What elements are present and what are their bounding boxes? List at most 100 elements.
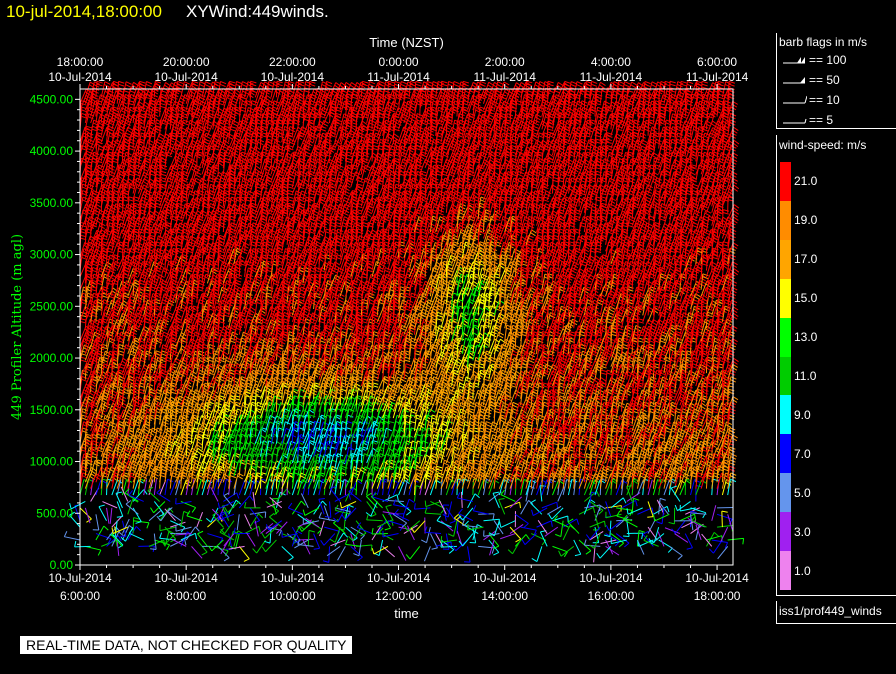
wind-barb-flag xyxy=(117,516,123,517)
wind-barb-flag xyxy=(150,508,153,513)
wind-barb-flag xyxy=(168,444,173,447)
wind-barb-flag xyxy=(153,91,158,94)
wind-barb xyxy=(165,509,176,521)
wind-barb-flag xyxy=(87,136,93,138)
wind-barb-flag xyxy=(136,526,140,530)
wind-barb-flag xyxy=(195,226,200,229)
wind-barb-flag xyxy=(130,142,136,144)
wind-barb-flag xyxy=(82,431,88,433)
wind-barb-flag xyxy=(209,347,215,349)
wind-barb xyxy=(117,501,123,516)
wind-barb xyxy=(176,501,192,504)
wind-barb-flag xyxy=(189,367,194,369)
wind-barb-flag xyxy=(142,431,147,434)
wind-barb-flag xyxy=(169,139,174,142)
wind-barb-flag xyxy=(125,85,130,88)
wind-barb-flag xyxy=(210,197,216,199)
wind-barb xyxy=(181,480,186,495)
wind-barb-flag xyxy=(160,174,166,176)
wind-barb-flag xyxy=(135,251,141,253)
wind-barb-flag xyxy=(119,155,125,157)
wind-barb-flag xyxy=(184,226,189,229)
wind-barb-flag xyxy=(177,248,183,250)
wind-barb-flag xyxy=(220,225,226,227)
wind-barb-flag xyxy=(201,213,206,216)
wind-barb-flag xyxy=(219,399,225,401)
wind-barb-flag xyxy=(146,373,152,375)
wind-barb-flag xyxy=(237,493,239,499)
wind-barb-flag xyxy=(147,523,149,529)
wind-barb xyxy=(181,511,184,527)
wind-barb-flag xyxy=(205,84,210,87)
wind-barb-flag xyxy=(110,210,115,213)
wind-barb-flag xyxy=(119,81,125,83)
wind-barb-flag xyxy=(127,130,132,133)
wind-barb-flag xyxy=(109,213,114,216)
wind-barb-flag xyxy=(217,367,222,370)
wind-barb xyxy=(198,534,208,547)
wind-barb-flag xyxy=(100,444,105,447)
wind-barb-flag xyxy=(167,545,170,550)
wind-barb-flag xyxy=(153,476,158,479)
wind-barb-flag xyxy=(209,344,215,346)
wind-barb-flag xyxy=(103,302,109,304)
wind-barb-flag xyxy=(178,104,183,107)
wind-barb-flag xyxy=(87,148,93,150)
wind-barb-flag xyxy=(88,110,93,113)
wind-barb-flag xyxy=(162,351,168,353)
wind-barb-flag xyxy=(220,197,226,199)
wind-barb-flag xyxy=(190,97,195,100)
wind-barb-flag xyxy=(119,351,125,353)
wind-barb-flag xyxy=(93,155,98,157)
wind-barb-flag xyxy=(182,110,188,112)
wind-barb-flag xyxy=(75,541,76,547)
wind-barb-flag xyxy=(177,251,183,253)
wind-barb-flag xyxy=(116,492,122,493)
wind-barb-flag xyxy=(209,178,215,180)
wind-barb-flag xyxy=(82,469,88,471)
wind-barb-flag xyxy=(89,386,94,389)
wind-barb-flag xyxy=(198,531,203,534)
wind-barb-flag xyxy=(82,255,88,257)
wind-barb-flag xyxy=(104,526,108,530)
wind-barb-flag xyxy=(151,287,157,289)
wind-barb-flag xyxy=(98,450,104,452)
wind-barb-flag xyxy=(88,335,93,338)
wind-barb-flag xyxy=(64,531,67,536)
wind-barb-flag xyxy=(124,277,130,279)
wind-barb xyxy=(129,533,144,540)
wind-barb-flag xyxy=(183,469,188,471)
wind-barb-flag xyxy=(195,527,199,531)
wind-barb-flag xyxy=(183,418,189,420)
wind-barb-flag xyxy=(106,265,111,268)
wind-barb-flag xyxy=(202,552,207,555)
wind-barb-flag xyxy=(98,351,104,353)
wind-barb-flag xyxy=(153,88,158,92)
wind-barb xyxy=(133,518,134,534)
wind-barb xyxy=(207,534,222,539)
wind-barb-flag xyxy=(121,405,126,408)
wind-barb-flag xyxy=(187,411,193,413)
wind-barb-flag xyxy=(188,405,194,407)
wind-barb-flag xyxy=(82,379,88,381)
wind-barb xyxy=(133,508,141,522)
wind-barb-flag xyxy=(185,213,190,216)
wind-barb-flag xyxy=(188,334,194,336)
wind-barb-flag xyxy=(98,300,104,302)
wind-barb-flag xyxy=(129,148,135,150)
wind-barb-flag xyxy=(204,248,210,250)
wind-barb xyxy=(96,526,104,540)
wind-barb-flag xyxy=(224,558,229,561)
wind-barb-flag xyxy=(178,206,184,208)
wind-barb-flag xyxy=(137,268,142,271)
wind-barb-flag xyxy=(198,354,204,356)
wind-barb-flag xyxy=(93,444,99,446)
wind-barb-flag xyxy=(199,302,205,304)
wind-barb-flag xyxy=(126,500,131,504)
wind-barb-flag xyxy=(209,113,215,115)
wind-barb-flag xyxy=(198,319,204,321)
wind-barb-flag xyxy=(124,91,130,93)
wind-barb-flag xyxy=(206,473,211,476)
wind-barb-flag xyxy=(194,367,199,370)
